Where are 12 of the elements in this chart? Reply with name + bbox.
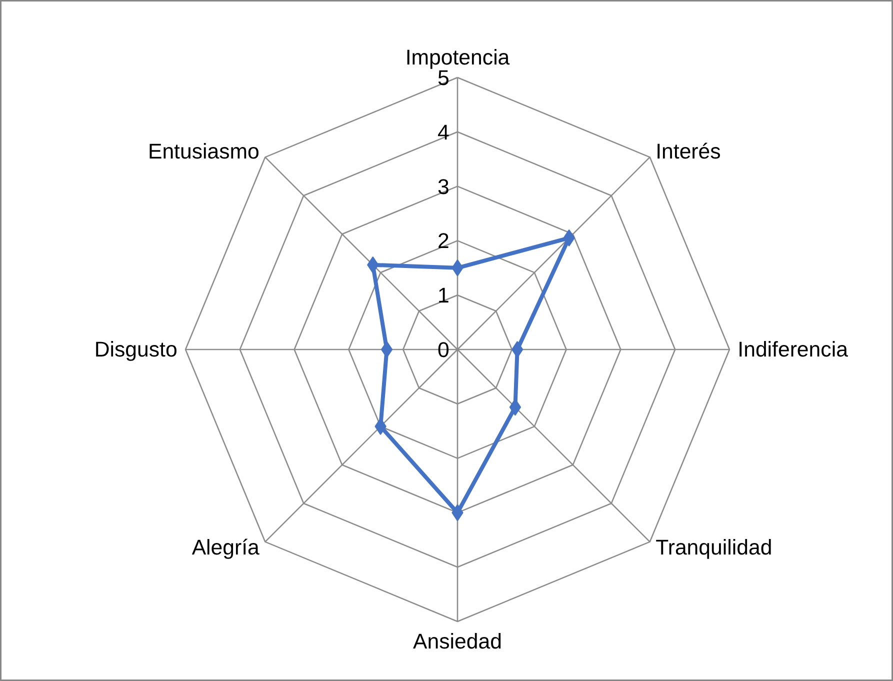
- spoke-label: Ansiedad: [413, 630, 502, 654]
- spoke-label: Interés: [656, 139, 721, 164]
- spoke-label: Indiferencia: [738, 338, 848, 362]
- y-tick-label: 2: [437, 229, 450, 254]
- spoke-label: Disgusto: [94, 338, 178, 362]
- y-tick-label: 1: [437, 284, 450, 308]
- y-tick-label: 0: [437, 338, 450, 362]
- y-tick-label: 4: [437, 120, 450, 144]
- y-tick-label: 3: [437, 174, 450, 199]
- spoke-label: Alegría: [192, 536, 260, 560]
- spoke-label: Entusiasmo: [148, 139, 260, 164]
- spoke-label: Tranquilidad: [656, 536, 772, 560]
